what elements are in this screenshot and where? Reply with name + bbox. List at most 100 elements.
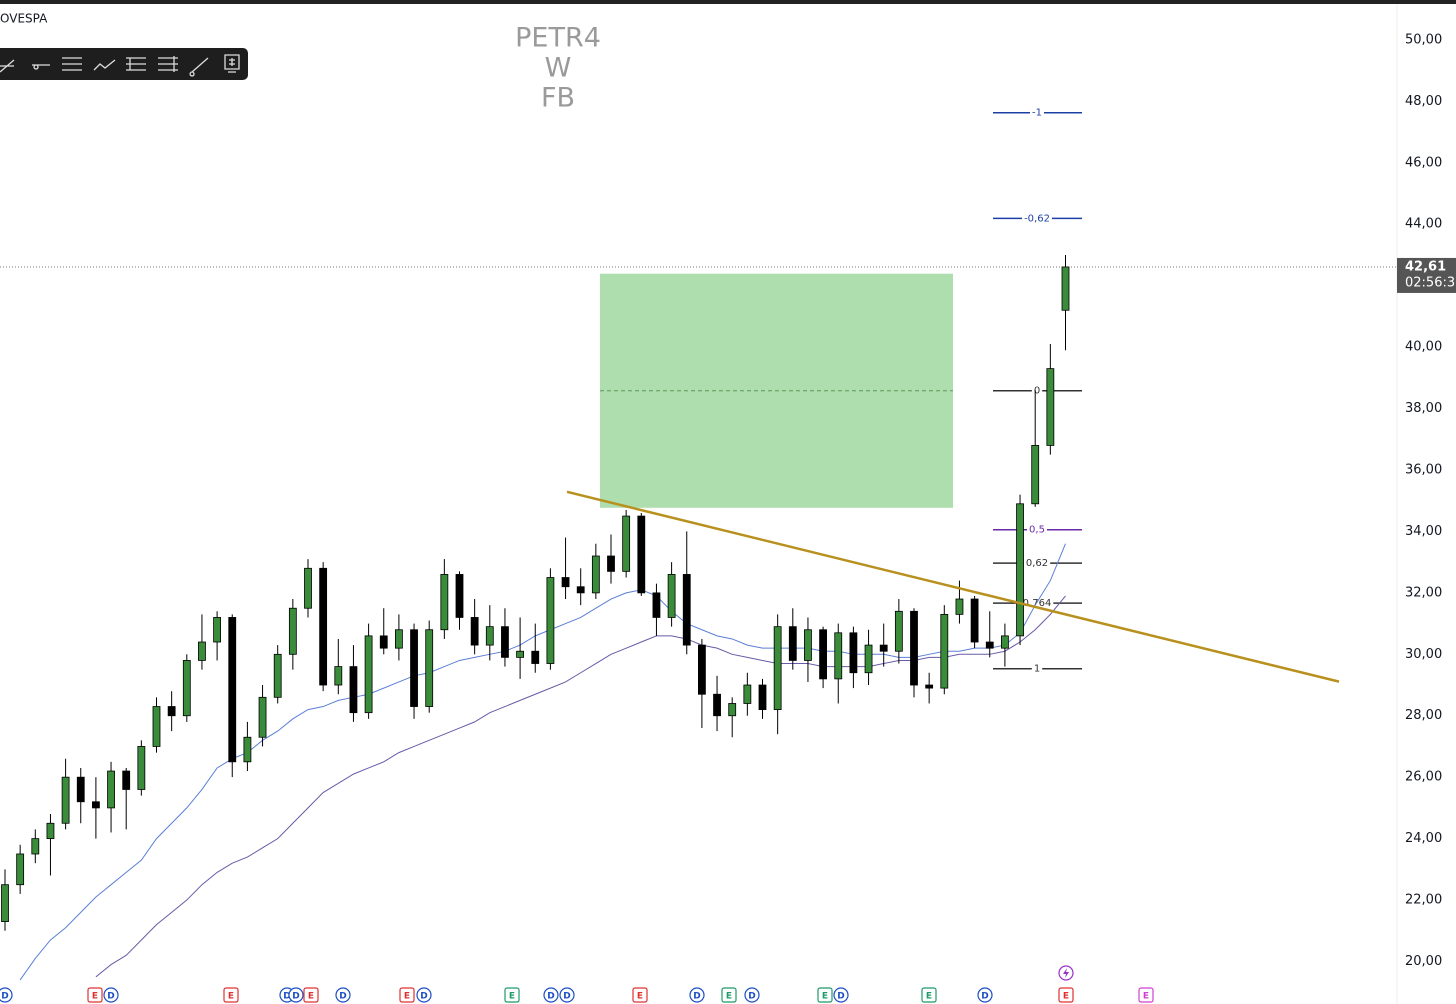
candle-body: [531, 650, 540, 664]
earnings-marker: [399, 987, 415, 1003]
tool-icon[interactable]: [62, 57, 82, 71]
event-label: E: [1143, 992, 1149, 1002]
tool-icon[interactable]: [0, 59, 15, 73]
candle-body: [637, 515, 646, 594]
fib-label-bg: [1031, 663, 1043, 675]
fib-label-bg: [1031, 385, 1043, 397]
candle-body: [455, 574, 464, 618]
candle-body: [31, 838, 40, 855]
earnings-marker: [1138, 987, 1154, 1003]
y-tick-label: 24,00: [1405, 831, 1442, 846]
event-label: D: [107, 992, 114, 1002]
tool-icon[interactable]: [189, 57, 209, 77]
candle-body: [349, 666, 358, 714]
fib-label: 0,5: [1029, 525, 1045, 536]
title-line: FB: [541, 83, 575, 114]
event-label: E: [228, 992, 234, 1002]
candle-body: [1046, 368, 1055, 446]
candle-body: [758, 684, 767, 711]
countdown: 02:56:31: [1405, 275, 1456, 290]
event-label: E: [637, 992, 643, 1002]
candle-body: [92, 801, 100, 809]
candle-body: [213, 617, 222, 643]
candle-body: [288, 607, 297, 655]
fib-label-bg: [1023, 558, 1051, 570]
candle-body: [1001, 635, 1009, 649]
tool-icon[interactable]: [32, 64, 50, 70]
candle-body: [485, 626, 494, 646]
alert-icon: [1063, 968, 1069, 978]
candle-body: [879, 644, 888, 652]
candle-body: [334, 666, 343, 686]
y-tick-label: 28,00: [1405, 708, 1442, 723]
candle-body: [743, 684, 752, 704]
y-tick-label: 40,00: [1405, 340, 1442, 355]
event-label: E: [1063, 992, 1069, 1002]
candle-body: [561, 577, 570, 588]
y-tick-label: 44,00: [1405, 217, 1442, 232]
event-label: E: [822, 992, 828, 1002]
y-tick-label: 50,00: [1405, 32, 1442, 47]
y-tick-label: 30,00: [1405, 647, 1442, 662]
candle-body: [819, 629, 827, 680]
y-tick-label: 38,00: [1405, 401, 1442, 416]
title-line: PETR4: [515, 23, 601, 54]
fib-label: 0,62: [1026, 558, 1048, 569]
candle-body: [379, 635, 388, 649]
candle-body: [698, 644, 706, 695]
candle-body: [1031, 445, 1040, 505]
event-label: D: [837, 992, 844, 1002]
event-label: E: [404, 992, 410, 1002]
dividend-marker: [0, 987, 13, 1003]
candle-body: [864, 644, 873, 674]
y-tick-label: 34,00: [1405, 524, 1442, 539]
candle-body: [319, 567, 328, 686]
event-label: D: [981, 992, 988, 1002]
candle-body: [516, 650, 524, 658]
event-label: D: [292, 992, 299, 1002]
candle-body: [728, 703, 737, 717]
candle-body: [682, 574, 691, 646]
earnings-marker: [1058, 987, 1074, 1003]
candle-body: [273, 653, 282, 698]
candle-body: [910, 610, 918, 686]
candle-body: [970, 598, 979, 643]
candle-body: [152, 706, 161, 747]
event-label: D: [563, 992, 570, 1002]
tool-icon[interactable]: [93, 59, 116, 71]
fib-label: -1: [1032, 108, 1042, 119]
candle-body: [849, 632, 858, 674]
y-tick-label: 22,00: [1405, 893, 1442, 908]
candle-body: [955, 598, 964, 615]
candle-body: [546, 577, 555, 664]
candle-body: [167, 706, 176, 717]
y-tick-label: 32,00: [1405, 585, 1442, 600]
drawing-toolbar: [0, 48, 248, 80]
candle-body: [652, 592, 661, 618]
tool-icon[interactable]: [158, 56, 178, 72]
event-label: D: [283, 992, 290, 1002]
candle-body: [788, 626, 797, 661]
fib-label-bg: [1030, 107, 1044, 119]
candle-body: [591, 555, 600, 594]
event-label: D: [339, 992, 346, 1002]
candle-body: [16, 853, 25, 886]
event-label: E: [926, 992, 932, 1002]
candle-body: [440, 574, 449, 631]
candle-body: [46, 822, 55, 840]
candle-body: [182, 660, 191, 717]
event-label: D: [547, 992, 554, 1002]
candle-body: [940, 613, 949, 689]
fib-label: 0,764: [1023, 598, 1052, 609]
tool-icon[interactable]: [126, 57, 146, 71]
tool-icon[interactable]: [224, 54, 240, 73]
candle-body: [607, 555, 615, 572]
candle-body: [773, 626, 782, 711]
candle-body: [1, 884, 9, 922]
candle-body: [425, 629, 434, 707]
candle-body: [258, 696, 267, 738]
event-label: D: [420, 992, 427, 1002]
dividend-marker: [335, 987, 351, 1003]
